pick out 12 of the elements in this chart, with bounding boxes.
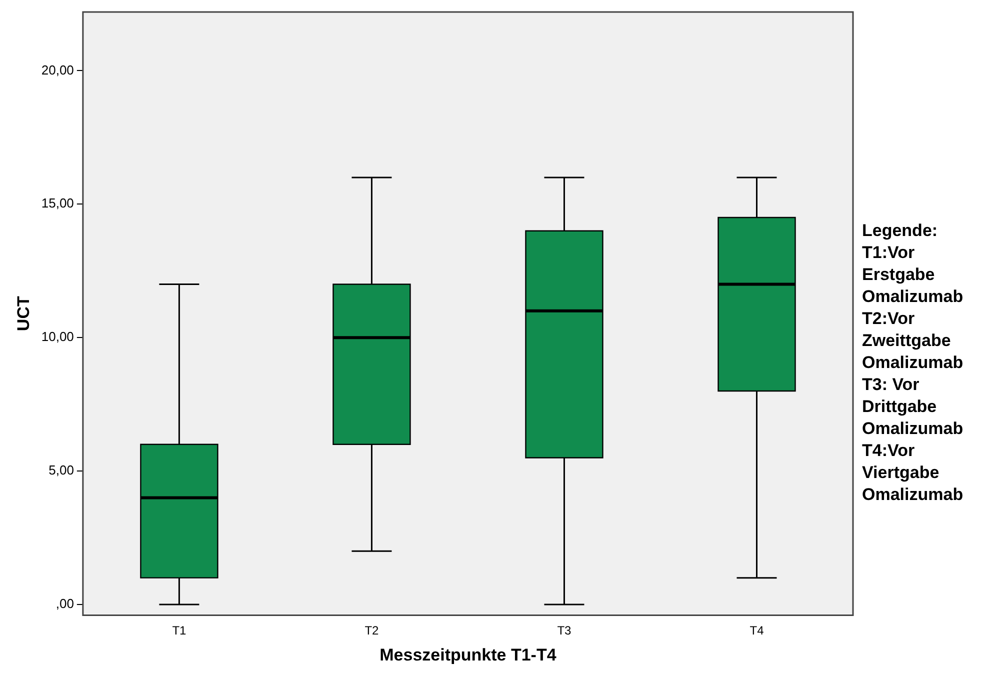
- y-tick-label: ,00: [56, 596, 74, 612]
- x-axis-title: Messzeitpunkte T1-T4: [380, 645, 557, 664]
- x-tick-label: T3: [557, 624, 572, 638]
- y-tick-label: 10,00: [41, 329, 74, 344]
- x-tick-label: T2: [364, 624, 380, 638]
- x-tick-label: T4: [750, 624, 764, 638]
- x-tick-label: T1: [172, 624, 187, 638]
- text: Legende: T1:Vor Erstgabe Omalizumab T2:Vor Zweittgabe Omalizumab T3: Vor Drittgabe Omalizumab T4:Vor Viertgabe Omalizumab: [862, 221, 964, 504]
- y-tick-label: 5,00: [48, 462, 74, 478]
- y-tick-label: 15,00: [41, 196, 74, 211]
- y-axis-title: UCT: [14, 296, 33, 332]
- y-tick-label: 20,00: [41, 62, 74, 78]
